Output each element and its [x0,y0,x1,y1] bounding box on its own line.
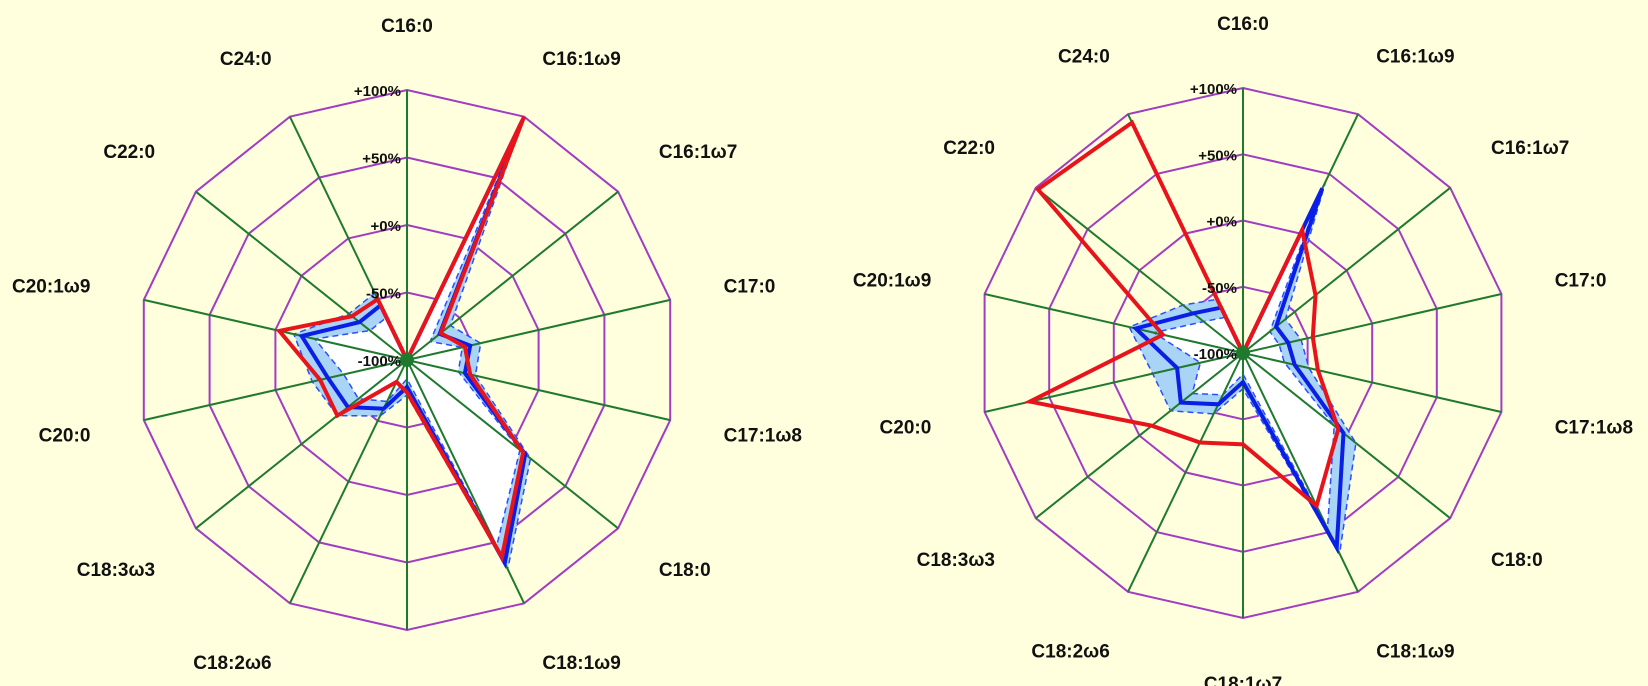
spoke-11 [984,293,1244,354]
tick-label-1: +50% [1198,147,1237,164]
axis-label-10: C20:0 [39,426,91,447]
spoke-9 [1035,352,1244,519]
center-point [1236,346,1250,360]
axis-label-6: C18:1ω9 [542,653,620,674]
tick-label-3: -50% [1202,280,1237,297]
spoke-8 [1127,352,1244,593]
axis-label-2: C16:1ω7 [659,142,737,163]
spoke-4 [1242,352,1502,413]
axis-label-12: C22:0 [103,142,155,163]
spoke-12 [195,190,408,361]
axis-label-2: C16:1ω7 [1491,138,1569,159]
tick-label-2: +0% [1207,214,1237,231]
axis-label-11: C20:1ω9 [853,271,931,292]
axis-label-13: C24:0 [1058,47,1110,68]
spoke-11 [143,298,408,361]
axis-label-3: C17:0 [724,277,776,298]
axis-label-6: C18:1ω9 [1376,641,1454,662]
axis-label-8: C18:2ω6 [193,653,271,674]
axis-label-0: C16:0 [1217,14,1269,35]
axis-label-9: C18:3ω3 [917,550,995,571]
spoke-9 [195,359,408,530]
confidence-band-lower [1151,193,1335,532]
axis-label-4: C17:1ω8 [724,426,802,447]
tick-label-3: -50% [366,286,401,303]
radar-chart-left: +100% +50% +0% -50% -100% C16:0 C16:1ω9 C16:1ω7… [12,16,802,674]
axis-label-1: C16:1ω9 [542,49,620,70]
radar-chart-right: +100% +50% +0% -50% -100% C16:0 C16:1ω9 C16:1ω7… [853,14,1633,686]
sample-series-line [275,115,526,563]
axis-label-8: C18:2ω6 [1031,641,1109,662]
spoke-5 [406,359,619,530]
tick-label-2: +0% [371,218,401,235]
mean-series-line [1131,187,1346,555]
tick-label-0: +100% [354,83,401,100]
sample-series-line [1023,119,1341,510]
axis-label-7: C18:1ω7 [1204,674,1282,686]
spoke-10 [143,359,408,422]
spoke-8 [288,359,408,604]
spoke-3 [406,298,671,361]
spoke-5 [1242,352,1451,519]
axis-label-4: C17:1ω8 [1555,417,1633,438]
axis-label-1: C16:1ω9 [1376,47,1454,68]
axis-label-5: C18:0 [1491,550,1543,571]
axis-label-5: C18:0 [659,560,711,581]
spoke-12 [1035,187,1244,354]
tick-label-4: -100% [358,353,401,370]
axis-label-9: C18:3ω3 [77,560,155,581]
center-point [400,353,414,367]
axis-label-0: C16:0 [381,16,433,37]
tick-label-0: +100% [1190,81,1237,98]
axis-label-13: C24:0 [220,49,272,70]
axis-label-10: C20:0 [880,417,932,438]
axis-label-12: C22:0 [943,138,995,159]
tick-label-1: +50% [362,151,401,168]
spoke-4 [406,359,671,422]
spoke-6 [1242,352,1359,593]
axis-label-3: C17:0 [1555,271,1607,292]
tick-label-4: -100% [1194,346,1237,363]
axis-label-11: C20:1ω9 [12,277,90,298]
